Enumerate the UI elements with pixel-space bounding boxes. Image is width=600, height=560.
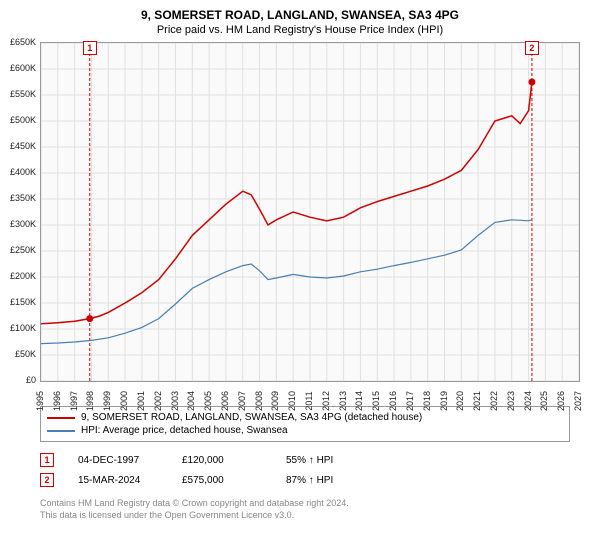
x-tick-label: 2012 <box>321 391 331 411</box>
y-tick-label: £350K <box>10 193 36 203</box>
x-tick-label: 1995 <box>35 391 45 411</box>
y-tick-label: £650K <box>10 37 36 47</box>
y-tick-label: £150K <box>10 297 36 307</box>
x-tick-label: 2014 <box>354 391 364 411</box>
x-tick-label: 1999 <box>102 391 112 411</box>
event-row: 2 15-MAR-2024 £575,000 87% ↑ HPI <box>40 470 570 490</box>
x-tick-label: 1996 <box>52 391 62 411</box>
x-tick-label: 2024 <box>523 391 533 411</box>
x-tick-label: 2006 <box>220 391 230 411</box>
y-axis-labels: £0 £50K £100K £150K £200K £250K £300K £350K £400… <box>0 42 38 402</box>
x-tick-label: 2016 <box>388 391 398 411</box>
event-date: 15-MAR-2024 <box>78 475 158 486</box>
x-tick-label: 1997 <box>69 391 79 411</box>
x-tick-label: 2018 <box>422 391 432 411</box>
y-tick-label: £250K <box>10 245 36 255</box>
x-axis-labels: 1995199619971998199920002001200220032004… <box>40 386 580 426</box>
event-row: 1 04-DEC-1997 £120,000 55% ↑ HPI <box>40 450 570 470</box>
y-tick-label: £500K <box>10 115 36 125</box>
x-tick-label: 2007 <box>237 391 247 411</box>
event-pct: 87% ↑ HPI <box>286 475 333 486</box>
x-tick-label: 2003 <box>170 391 180 411</box>
event-date: 04-DEC-1997 <box>78 455 158 466</box>
chart-area: £0£50K£100K£150K£200K£250K£300K£350K£400… <box>40 42 600 402</box>
chart-title: 9, SOMERSET ROAD, LANGLAND, SWANSEA, SA3… <box>0 0 600 22</box>
x-tick-label: 2005 <box>203 391 213 411</box>
y-tick-label: £300K <box>10 219 36 229</box>
x-tick-label: 2017 <box>405 391 415 411</box>
chart-subtitle: Price paid vs. HM Land Registry's House … <box>0 22 600 42</box>
x-tick-label: 2025 <box>539 391 549 411</box>
x-tick-label: 2010 <box>287 391 297 411</box>
y-tick-label: £550K <box>10 89 36 99</box>
footer-text: Contains HM Land Registry data © Crown c… <box>40 498 570 521</box>
series-line-hpi <box>41 220 532 344</box>
y-tick-label: £600K <box>10 63 36 73</box>
x-tick-label: 2011 <box>304 391 314 410</box>
x-tick-label: 2022 <box>489 391 499 411</box>
x-tick-label: 2023 <box>506 391 516 411</box>
y-tick-label: £50K <box>15 349 36 359</box>
event-number-box: 2 <box>40 473 54 487</box>
x-tick-label: 2026 <box>556 391 566 411</box>
x-tick-label: 2013 <box>338 391 348 411</box>
x-tick-label: 2009 <box>270 391 280 411</box>
chart-container: 9, SOMERSET ROAD, LANGLAND, SWANSEA, SA3… <box>0 0 600 560</box>
footer-line-2: This data is licensed under the Open Gov… <box>40 510 570 522</box>
y-tick-label: £0 <box>26 375 36 385</box>
legend-swatch <box>47 430 75 432</box>
x-tick-label: 2001 <box>136 391 146 411</box>
plot-svg <box>41 43 579 381</box>
x-tick-label: 1998 <box>85 391 95 411</box>
event-number-box: 1 <box>40 453 54 467</box>
series-line-price_paid <box>41 82 532 324</box>
x-tick-label: 2021 <box>472 391 482 411</box>
event-pct: 55% ↑ HPI <box>286 455 333 466</box>
x-tick-label: 2027 <box>573 391 583 411</box>
x-tick-label: 2020 <box>455 391 465 411</box>
x-tick-label: 2019 <box>439 391 449 411</box>
y-tick-label: £200K <box>10 271 36 281</box>
event-marker-2: 2 <box>525 41 539 55</box>
x-tick-label: 2000 <box>119 391 129 411</box>
legend-label: HPI: Average price, detached house, Swan… <box>81 425 288 436</box>
event-marker-1: 1 <box>83 41 97 55</box>
y-tick-label: £100K <box>10 323 36 333</box>
x-tick-label: 2004 <box>186 391 196 411</box>
events-table: 1 04-DEC-1997 £120,000 55% ↑ HPI 2 15-MAR-202… <box>40 450 570 490</box>
plot-area: 12 <box>40 42 580 382</box>
y-tick-label: £400K <box>10 167 36 177</box>
x-tick-label: 2002 <box>153 391 163 411</box>
event-price: £120,000 <box>182 455 262 466</box>
y-tick-label: £450K <box>10 141 36 151</box>
x-tick-label: 2015 <box>371 391 381 411</box>
x-tick-label: 2008 <box>254 391 264 411</box>
event-price: £575,000 <box>182 475 262 486</box>
footer-line-1: Contains HM Land Registry data © Crown c… <box>40 498 570 510</box>
